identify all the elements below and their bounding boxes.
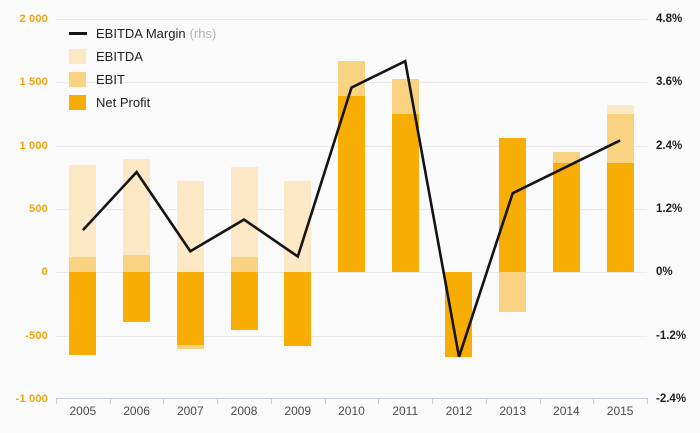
right-axis-tick-label: 0% (656, 266, 673, 279)
legend-item-ebit: EBIT (69, 71, 216, 87)
bar-segment-net-profit (69, 272, 97, 355)
year-label: 2006 (123, 404, 150, 418)
legend-label-net-profit: Net Profit (96, 94, 151, 110)
x-axis-tick (217, 398, 219, 404)
legend-item-ebitda: EBITDA (69, 48, 216, 64)
x-axis-tick (324, 398, 326, 404)
left-axis-tick-label: 1 500 (19, 76, 48, 89)
x-axis-tick (56, 398, 57, 404)
bar-segment-net-profit (499, 138, 527, 273)
left-axis-tick-label: 2 000 (19, 13, 48, 25)
bar-segment-net-profit (284, 272, 312, 346)
year-label: 2007 (176, 404, 204, 418)
bar-segment-ebit (123, 255, 151, 273)
year-label: 2013 (499, 404, 527, 418)
year-label: 2005 (69, 404, 97, 418)
x-axis-line (56, 398, 648, 399)
year-label: 2008 (230, 404, 258, 418)
bar-segment-ebit (499, 272, 527, 312)
gridline (56, 335, 647, 337)
right-axis-tick-label: -2.4% (656, 393, 687, 405)
right-axis-tick-label: 2.4% (656, 139, 683, 152)
year-label: 2010 (338, 404, 365, 418)
bar-segment-net-profit (230, 272, 258, 330)
x-axis-tick (539, 398, 541, 404)
bar-segment-ebitda (176, 181, 204, 273)
left-axis-tick-label: 0 (41, 266, 48, 279)
bar-segment-net-profit (552, 163, 580, 273)
bar-segment-ebit (69, 257, 97, 273)
x-axis-tick (270, 398, 272, 404)
legend-item-ebitda-margin: EBITDA Margin (rhs) (69, 25, 216, 41)
legend-suffix-rhs: (rhs) (189, 25, 217, 41)
legend-label-ebit: EBIT (96, 71, 125, 87)
right-axis-tick-label: 3.6% (656, 76, 683, 89)
year-label: 2009 (284, 404, 312, 418)
left-axis-tick-label: 500 (29, 203, 48, 215)
ebitda-swatch-icon (69, 48, 86, 64)
net-profit-swatch-icon (69, 94, 86, 110)
year-label: 2015 (606, 404, 634, 418)
line-swatch-icon (69, 31, 87, 35)
legend-label-ebitda-margin: EBITDA Margin (96, 25, 186, 41)
x-axis-tick (378, 398, 380, 404)
right-axis-tick-label: 4.8% (656, 13, 683, 25)
x-axis-tick (485, 398, 487, 404)
bar-segment-ebit (230, 257, 258, 273)
x-axis-tick (109, 398, 111, 404)
bar-segment-ebitda (284, 181, 312, 273)
bar-segment-net-profit (445, 272, 473, 358)
bar-segment-net-profit (606, 163, 634, 273)
x-axis-tick (163, 398, 165, 404)
ebit-swatch-icon (69, 71, 86, 87)
x-axis-tick (432, 398, 434, 404)
plot-area (56, 19, 647, 399)
left-axis-tick-label: 1 000 (19, 139, 48, 152)
bar-segment-net-profit (338, 96, 365, 273)
year-label: 2012 (445, 404, 473, 418)
gridline (56, 19, 647, 20)
left-axis-tick-label: -1 000 (15, 393, 48, 405)
year-label: 2014 (553, 404, 580, 418)
legend-label-ebitda: EBITDA (96, 48, 143, 64)
year-label: 2011 (392, 404, 419, 418)
legend: EBITDA Margin (rhs) EBITDA EBIT Net Prof… (69, 25, 216, 117)
x-axis-tick (647, 398, 648, 404)
x-axis-tick (593, 398, 595, 404)
bar-segment-net-profit (176, 272, 204, 346)
left-axis-tick-label: -500 (25, 329, 48, 342)
bar-segment-net-profit (123, 272, 151, 322)
right-axis-tick-label: 1.2% (656, 203, 683, 215)
bar-segment-net-profit (391, 114, 419, 273)
right-axis-tick-label: -1.2% (656, 329, 687, 342)
legend-item-net-profit: Net Profit (69, 94, 216, 110)
